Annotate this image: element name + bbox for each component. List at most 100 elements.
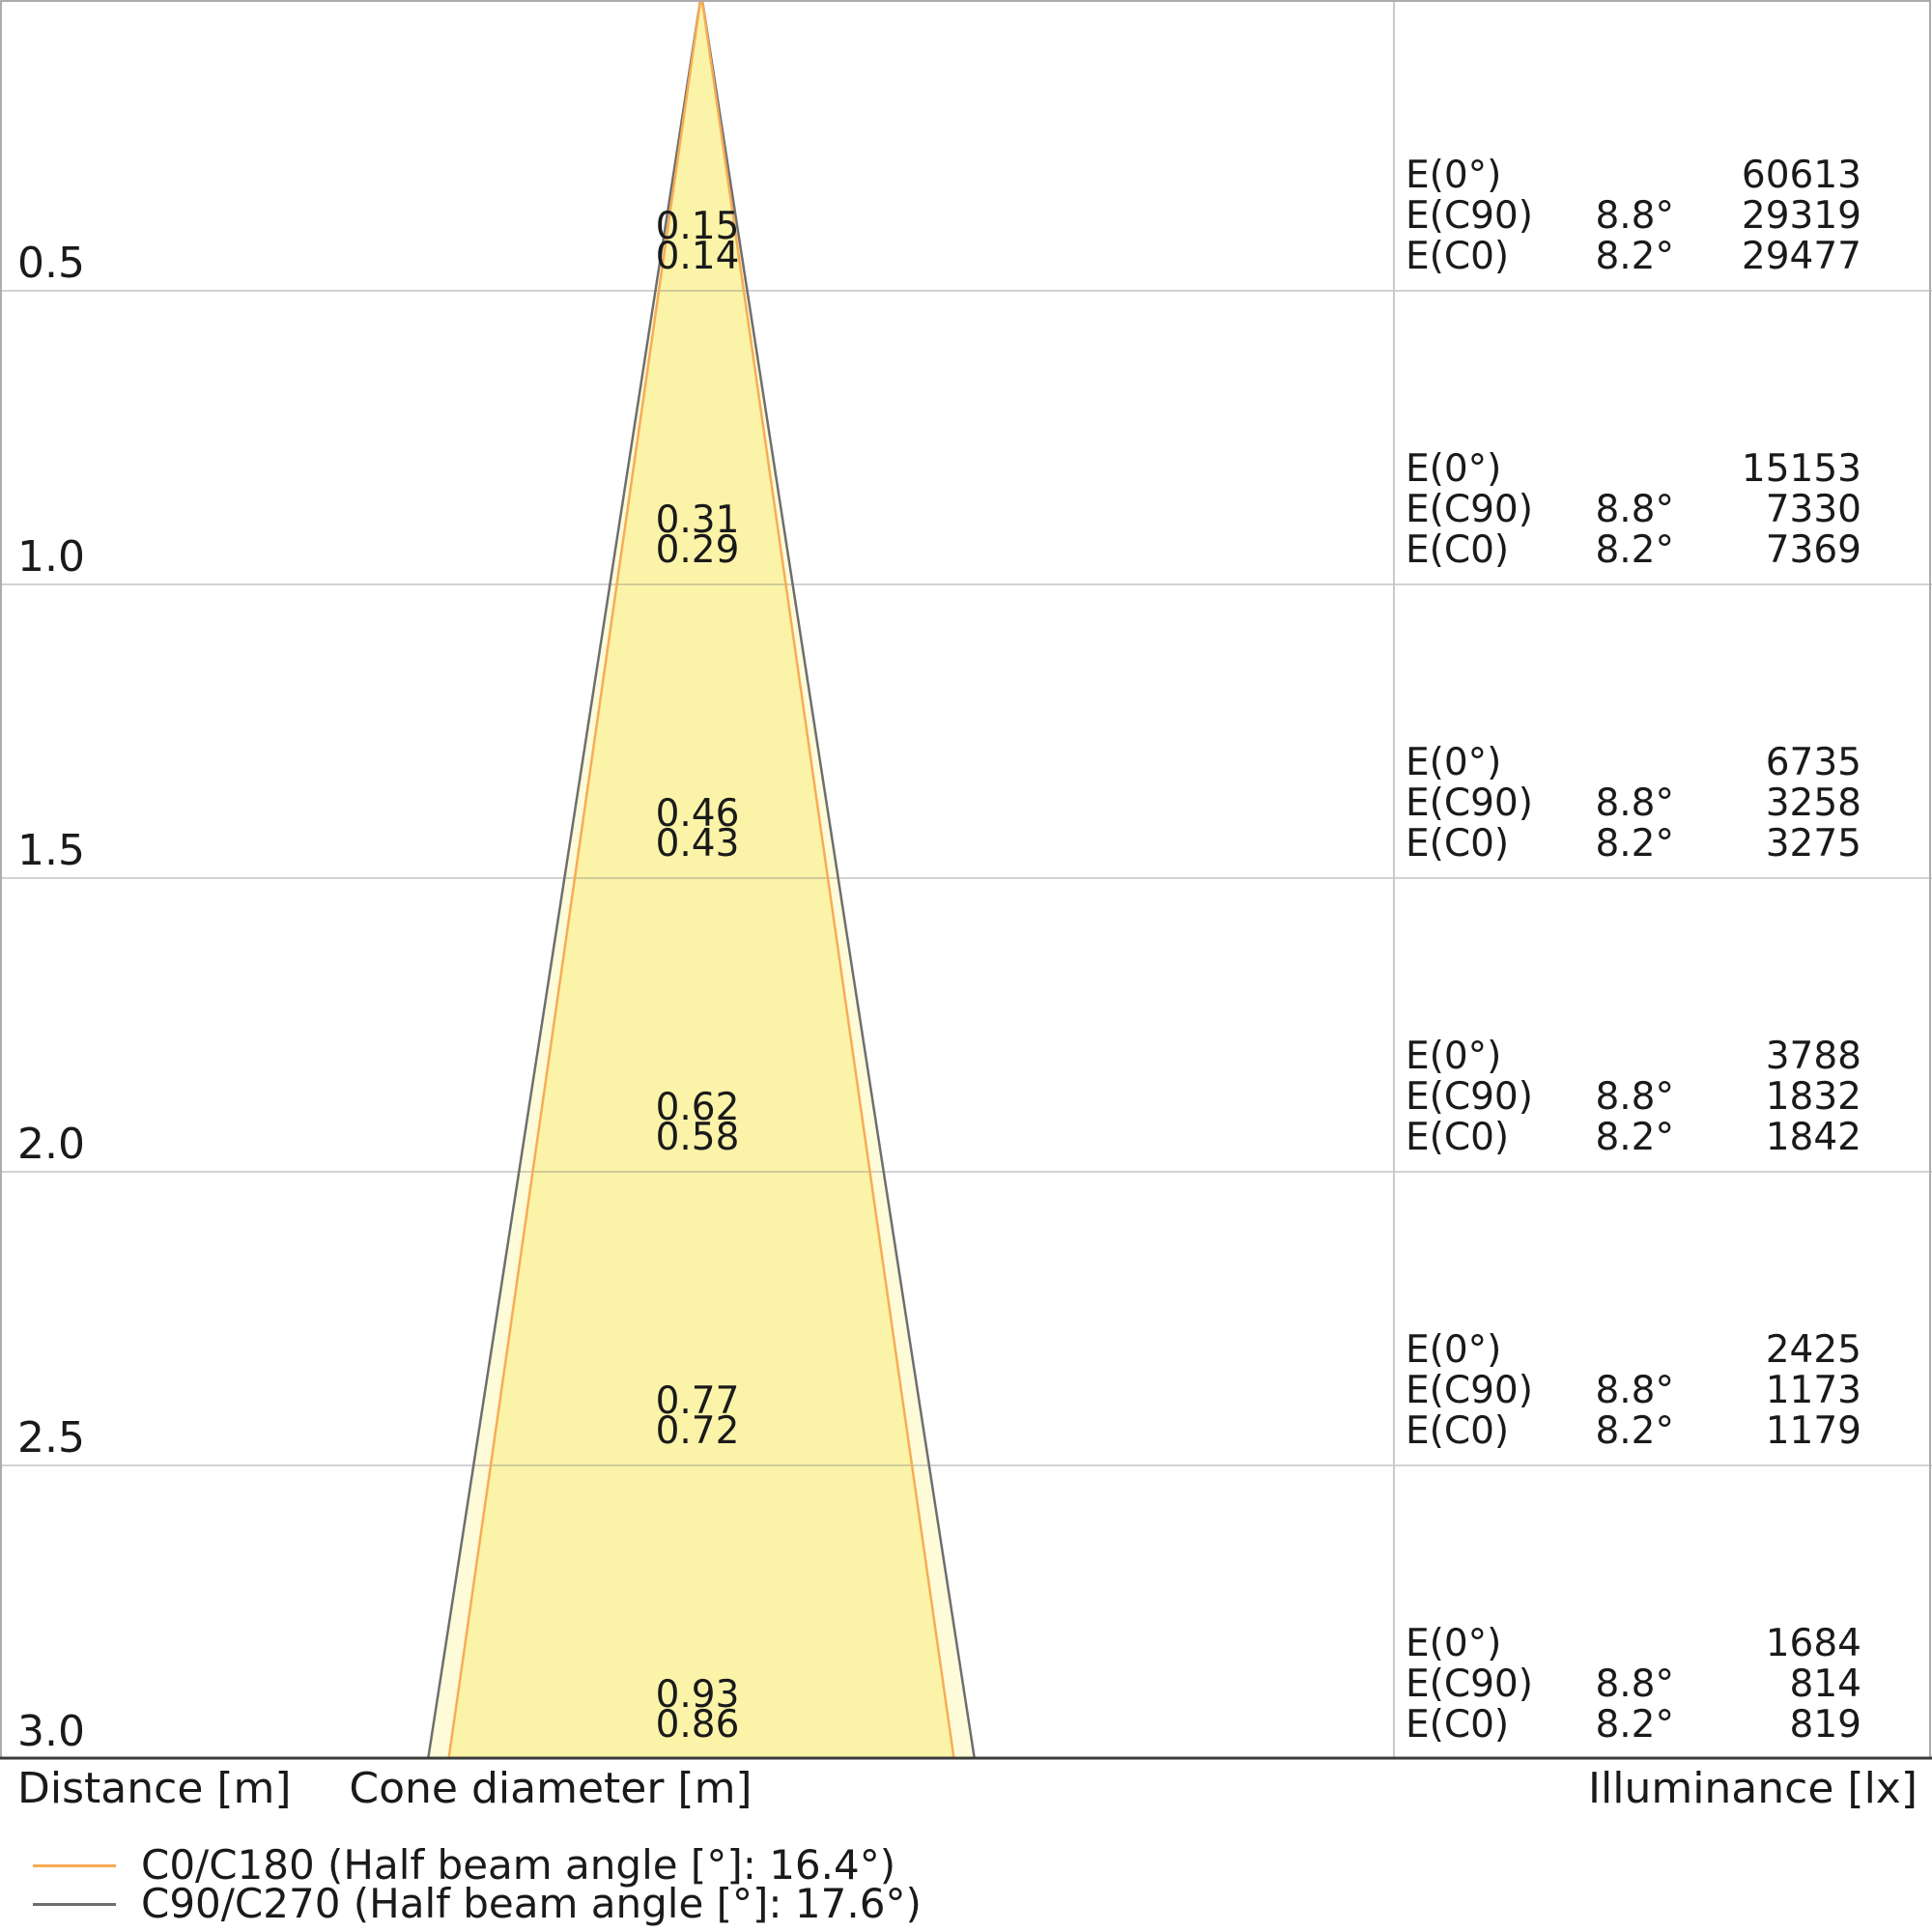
illuminance-label: E(C90) [1406,1662,1533,1706]
distance-tick: 3.0 [17,1707,85,1756]
illuminance-value: 1173 [1765,1369,1861,1412]
illuminance-label: E(C0) [1406,1409,1510,1453]
illuminance-value: 1684 [1765,1622,1861,1665]
illuminance-value: 15153 [1741,447,1861,491]
illuminance-line: E(C0) 8.2° 29477 [1406,237,1861,277]
illuminance-value: 1842 [1765,1116,1861,1159]
illuminance-line: E(C90) 8.8° 814 [1406,1664,1861,1705]
distance-tick: 2.5 [17,1413,85,1463]
cone-diameter-label-pair: 0.93 0.86 [553,1673,842,1747]
illuminance-line: E(C90) 8.8° 1832 [1406,1077,1861,1118]
legend-line-c0-swatch [33,1863,116,1867]
illuminance-value: 7369 [1765,528,1861,572]
cone-diameter-value: 0.72 [655,1409,740,1453]
illuminance-angle: 8.8° [1595,1075,1674,1119]
illuminance-label: E(0°) [1406,447,1502,491]
cone-diameter-value: 0.86 [655,1703,740,1747]
legend-line-c90-swatch [33,1902,116,1906]
cone-diameter-value: 0.62 [655,1086,740,1129]
illuminance-label: E(0°) [1406,1622,1502,1665]
cone-diameter-value: 0.43 [655,822,740,866]
illuminance-label: E(C90) [1406,194,1533,238]
cone-diameter-value: 0.15 [655,205,740,248]
illuminance-label: E(C90) [1406,488,1533,531]
illuminance-line: E(C90) 8.8° 3258 [1406,783,1861,824]
cone-diameter-label-pair: 0.62 0.58 [553,1086,842,1159]
illuminance-angle: 8.8° [1595,1369,1674,1412]
cone-diameter-value: 0.46 [655,792,740,836]
illuminance-row: E(0°) 2425 E(C90) 8.8° 1173 E(C0) 8.2° 1179 [1406,1330,1861,1452]
illuminance-label: E(0°) [1406,741,1502,784]
illuminance-angle: 8.8° [1595,1662,1674,1706]
illuminance-line: E(C90) 8.8° 29319 [1406,196,1861,237]
cone-diameter-label-pair: 0.77 0.72 [553,1379,842,1453]
cone-diameter-value: 0.31 [655,498,740,542]
cone-diameter-value: 0.14 [655,235,740,278]
illuminance-angle: 8.2° [1595,1409,1674,1453]
illuminance-angle: 8.2° [1595,528,1674,572]
illuminance-value: 1832 [1765,1075,1861,1119]
illuminance-line: E(C0) 8.2° 3275 [1406,824,1861,865]
cone-diameter-value: 0.93 [655,1673,740,1717]
legend-item-c90: C90/C270 (Half beam angle [°]: 17.6°) [33,1882,922,1926]
illuminance-label: E(C0) [1406,235,1510,278]
illuminance-angle [1591,1037,1674,1077]
illuminance-angle [1591,1624,1674,1664]
illuminance-line: E(C0) 8.2° 819 [1406,1705,1861,1746]
illuminance-line: E(C0) 8.2° 1179 [1406,1411,1861,1452]
illuminance-value: 6735 [1765,741,1861,784]
illuminance-row: E(0°) 6735 E(C90) 8.8° 3258 E(C0) 8.2° 3275 [1406,743,1861,865]
light-cone-chart [0,0,1932,1760]
cone-diameter-axis-label: Cone diameter [m] [349,1764,753,1813]
illuminance-label: E(C0) [1406,1703,1510,1747]
distance-axis-label: Distance [m] [17,1764,292,1813]
illuminance-value: 60613 [1741,154,1861,197]
distance-tick: 2.0 [17,1120,85,1169]
illuminance-value: 1179 [1765,1409,1861,1453]
illuminance-line: E(C0) 8.2° 1842 [1406,1118,1861,1158]
cone-diameter-label-pair: 0.15 0.14 [553,205,842,278]
illuminance-value: 819 [1789,1703,1861,1747]
distance-tick: 1.0 [17,532,85,582]
illuminance-angle: 8.8° [1595,488,1674,531]
cone-diameter-label-pair: 0.46 0.43 [553,792,842,866]
cone-diameter-value: 0.77 [655,1379,740,1423]
illuminance-angle: 8.2° [1595,235,1674,278]
illuminance-row: E(0°) 3788 E(C90) 8.8° 1832 E(C0) 8.2° 1842 [1406,1037,1861,1158]
illuminance-line: E(0°) 60613 [1406,156,1861,196]
gridlines [0,290,1932,1466]
illuminance-value: 3788 [1765,1035,1861,1078]
illuminance-label: E(C0) [1406,1116,1510,1159]
illuminance-line: E(0°) 1684 [1406,1624,1861,1664]
illuminance-line: E(C90) 8.8° 1173 [1406,1371,1861,1411]
illuminance-row: E(0°) 15153 E(C90) 8.8° 7330 E(C0) 8.2° 7369 [1406,449,1861,571]
illuminance-label: E(C90) [1406,1075,1533,1119]
illuminance-label: E(0°) [1406,1328,1502,1372]
illuminance-angle: 8.2° [1595,1703,1674,1747]
cone-c0-shape [448,0,954,1758]
illuminance-axis-label: Illuminance [lx] [1588,1764,1918,1813]
legend-item-c0: C0/C180 (Half beam angle [°]: 16.4°) [33,1843,895,1888]
illuminance-angle: 8.2° [1595,822,1674,866]
cone-diameter-value: 0.29 [655,528,740,572]
illuminance-angle [1591,449,1674,490]
illuminance-angle: 8.2° [1595,1116,1674,1159]
illuminance-label: E(C0) [1406,528,1510,572]
illuminance-line: E(C90) 8.8° 7330 [1406,490,1861,530]
illuminance-line: E(0°) 15153 [1406,449,1861,490]
illuminance-line: E(C0) 8.2° 7369 [1406,530,1861,571]
illuminance-label: E(C0) [1406,822,1510,866]
legend-label-c90: C90/C270 (Half beam angle [°]: 17.6°) [141,1880,922,1927]
illuminance-line: E(0°) 6735 [1406,743,1861,783]
cone-diameter-label-pair: 0.31 0.29 [553,498,842,572]
illuminance-row: E(0°) 1684 E(C90) 8.8° 814 E(C0) 8.2° 819 [1406,1624,1861,1746]
illuminance-line: E(0°) 2425 [1406,1330,1861,1371]
illuminance-value: 29477 [1741,235,1861,278]
illuminance-value: 3258 [1765,781,1861,825]
illuminance-label: E(C90) [1406,781,1533,825]
cone-diameter-value: 0.58 [655,1116,740,1159]
illuminance-angle [1591,743,1674,783]
illuminance-label: E(0°) [1406,1035,1502,1078]
illuminance-value: 7330 [1765,488,1861,531]
legend-label-c0: C0/C180 (Half beam angle [°]: 16.4°) [141,1841,896,1889]
